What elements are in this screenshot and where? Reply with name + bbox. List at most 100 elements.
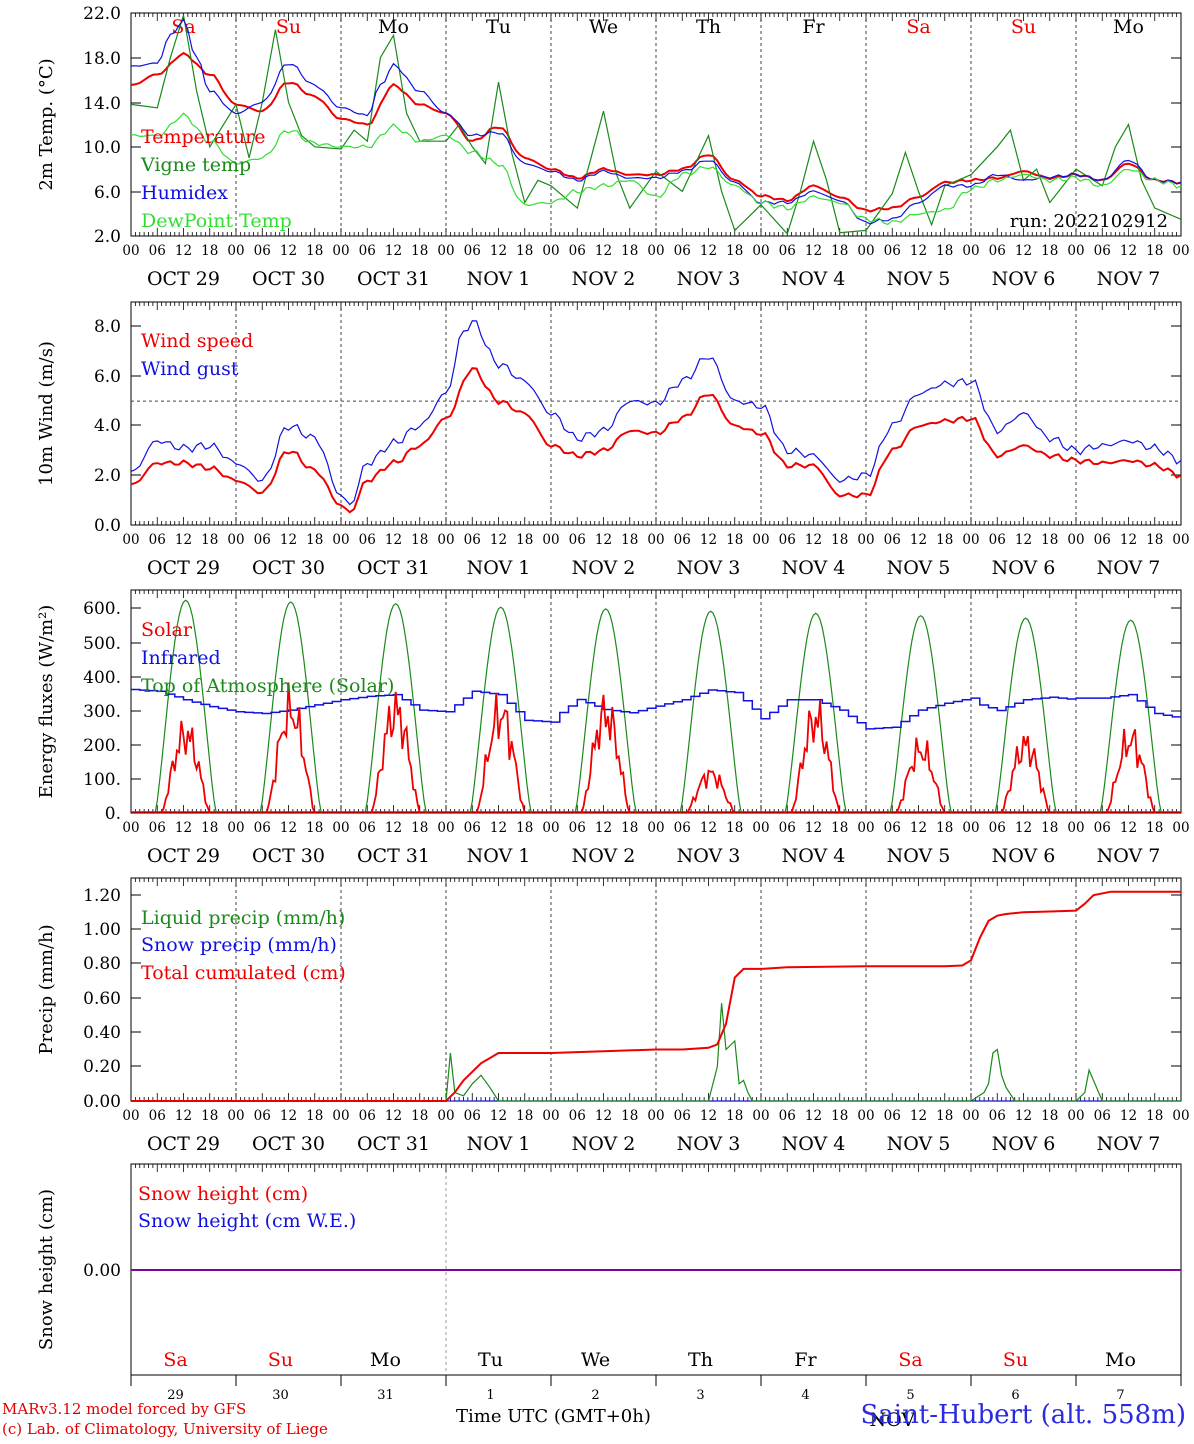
hour-label: 06 <box>884 1108 901 1124</box>
hour-label: 00 <box>752 820 769 836</box>
x-axis-title: Time UTC (GMT+0h) <box>456 1406 651 1427</box>
hour-label: 12 <box>175 243 192 259</box>
hour-label: 06 <box>464 243 481 259</box>
panel-frame <box>130 12 1182 237</box>
hour-label: 06 <box>779 243 796 259</box>
y-tick-label: 1.00 <box>83 920 121 940</box>
hour-label: 18 <box>306 532 323 548</box>
day-name-bottom: We <box>581 1349 610 1371</box>
hour-label: 06 <box>884 532 901 548</box>
hour-label: 18 <box>1041 243 1058 259</box>
hour-label: 06 <box>674 532 691 548</box>
hour-label: 12 <box>805 243 822 259</box>
hour-label: 18 <box>411 820 428 836</box>
legend-snow-height-cm-: Snow height (cm) <box>138 1183 308 1205</box>
hour-label: 18 <box>621 820 638 836</box>
hour-label: 06 <box>464 532 481 548</box>
wind-speed-line <box>130 367 1182 514</box>
solar-hump-10 <box>1105 728 1156 814</box>
hour-label: 06 <box>1094 243 1111 259</box>
y-tick-label: 22.0 <box>83 4 121 24</box>
hour-label: 00 <box>542 532 559 548</box>
day-number: 5 <box>906 1388 914 1403</box>
hour-label: 18 <box>201 532 218 548</box>
y-tick-label: 6.0 <box>94 367 121 387</box>
hour-label: 06 <box>989 532 1006 548</box>
toa-solar-hump-8 <box>889 614 952 814</box>
legend-vigne-temp: Vigne temp <box>140 154 251 176</box>
hour-label: 06 <box>149 243 166 259</box>
hour-label: 12 <box>1120 820 1137 836</box>
date-label: NOV 7 <box>1097 557 1161 579</box>
solar-hump-2 <box>265 682 316 814</box>
hour-label: 18 <box>516 1108 533 1124</box>
hour-label: 00 <box>752 1108 769 1124</box>
y-tick-label: 400. <box>83 668 121 688</box>
date-label: NOV 5 <box>887 1133 951 1155</box>
hour-label: 12 <box>490 820 507 836</box>
hour-label: 06 <box>884 243 901 259</box>
liquid-precip-mm-h-line <box>131 1003 1181 1102</box>
day-name-top: Mo <box>378 16 409 38</box>
hour-label: 00 <box>1172 243 1189 259</box>
date-label: NOV 3 <box>677 557 741 579</box>
hour-label: 00 <box>332 1108 349 1124</box>
day-name-top: Su <box>1011 16 1036 38</box>
legend-wind-gust: Wind gust <box>141 358 239 380</box>
run-annotation: run: 2022102912 <box>1010 211 1168 232</box>
hour-label: 12 <box>595 243 612 259</box>
hour-label: 18 <box>726 1108 743 1124</box>
hour-label: 12 <box>1015 1108 1032 1124</box>
hour-label: 18 <box>831 1108 848 1124</box>
day-number: 1 <box>486 1388 494 1403</box>
toa-solar-hump-6 <box>679 610 742 814</box>
hour-label: 18 <box>411 243 428 259</box>
y-tick-label: 1.20 <box>83 886 121 906</box>
hour-label: 12 <box>1120 532 1137 548</box>
hour-label: 00 <box>542 1108 559 1124</box>
y-tick-label: 0.40 <box>83 1023 121 1043</box>
date-label: NOV 3 <box>677 1133 741 1155</box>
legend-solar: Solar <box>141 619 193 641</box>
y-tick-label: 0.20 <box>83 1057 121 1077</box>
hour-label: 06 <box>674 1108 691 1124</box>
date-label: NOV 6 <box>992 1133 1056 1155</box>
hour-label: 18 <box>936 243 953 259</box>
date-label: OCT 31 <box>357 268 430 290</box>
toa-solar-hump-7 <box>784 612 847 814</box>
hour-label: 18 <box>831 532 848 548</box>
vigne-temp-line <box>130 15 1182 235</box>
date-label: NOV 5 <box>887 845 951 867</box>
panel-1: 2.0 6.0 10.0 14.0 18.0 22.0 2m Temp. (°C) 00 06 1… <box>36 4 1190 290</box>
panel-3: 0. 100. 200. 300. 400. 500. 600. Energy fluxes … <box>36 589 1190 867</box>
day-number: 3 <box>696 1388 704 1403</box>
hour-label: 12 <box>175 532 192 548</box>
hour-label: 06 <box>464 820 481 836</box>
hour-label: 00 <box>647 532 664 548</box>
date-label: NOV 2 <box>572 845 636 867</box>
date-label: NOV 1 <box>467 845 531 867</box>
hour-label: 06 <box>989 820 1006 836</box>
day-number: 7 <box>1116 1388 1124 1403</box>
hour-label: 12 <box>385 820 402 836</box>
hour-label: 18 <box>201 1108 218 1124</box>
hour-label: 00 <box>857 820 874 836</box>
date-label: NOV 3 <box>677 845 741 867</box>
date-label: NOV 3 <box>677 268 741 290</box>
hour-label: 18 <box>411 532 428 548</box>
hour-label: 12 <box>805 1108 822 1124</box>
hour-label: 00 <box>122 532 139 548</box>
hour-label: 00 <box>962 532 979 548</box>
y-tick-label: 200. <box>83 736 121 756</box>
hour-label: 00 <box>227 532 244 548</box>
y-tick-label: 18.0 <box>83 49 121 69</box>
hour-label: 12 <box>1015 243 1032 259</box>
hour-label: 12 <box>490 532 507 548</box>
y-tick-label: 300. <box>83 702 121 722</box>
day-name-top: We <box>589 16 618 38</box>
hour-label: 12 <box>385 532 402 548</box>
hour-label: 00 <box>1067 243 1084 259</box>
day-number: 4 <box>801 1388 809 1403</box>
hour-label: 06 <box>779 1108 796 1124</box>
